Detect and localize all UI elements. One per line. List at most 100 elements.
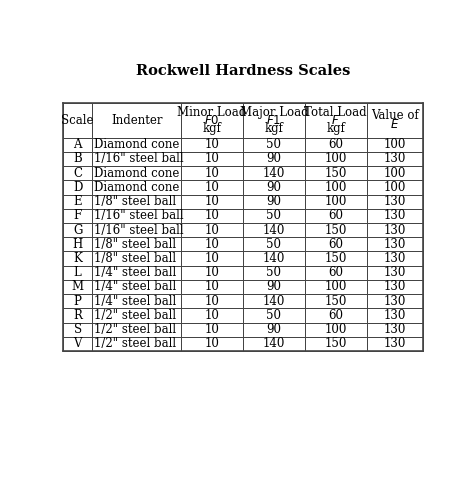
Text: H: H — [73, 238, 83, 251]
Text: 50: 50 — [266, 138, 282, 151]
Text: 60: 60 — [328, 266, 343, 279]
Text: 100: 100 — [324, 195, 347, 208]
Text: $\mathit{E}$: $\mathit{E}$ — [390, 119, 400, 131]
Text: 50: 50 — [266, 266, 282, 279]
Text: $\mathit{F1}$: $\mathit{F1}$ — [266, 114, 282, 127]
Text: 10: 10 — [205, 323, 219, 336]
Text: Minor Load: Minor Load — [177, 106, 246, 119]
Text: 150: 150 — [324, 167, 347, 180]
Text: 130: 130 — [383, 238, 406, 251]
Text: 10: 10 — [205, 167, 219, 180]
Text: 150: 150 — [324, 224, 347, 237]
Text: Diamond cone: Diamond cone — [94, 181, 179, 194]
Text: kgf: kgf — [202, 122, 221, 135]
Text: 130: 130 — [383, 280, 406, 294]
Text: 90: 90 — [266, 181, 282, 194]
Text: F: F — [73, 209, 82, 223]
Text: L: L — [74, 266, 82, 279]
Text: Total Load: Total Load — [304, 106, 367, 119]
Text: Indenter: Indenter — [111, 114, 163, 127]
Text: G: G — [73, 224, 82, 237]
Text: 50: 50 — [266, 309, 282, 322]
Text: A: A — [73, 138, 82, 151]
Text: Diamond cone: Diamond cone — [94, 138, 179, 151]
Text: 10: 10 — [205, 209, 219, 223]
Text: Major Load: Major Load — [239, 106, 308, 119]
Text: 1/2" steel ball: 1/2" steel ball — [94, 309, 176, 322]
Text: 10: 10 — [205, 252, 219, 265]
Text: 140: 140 — [263, 295, 285, 308]
Text: 130: 130 — [383, 266, 406, 279]
Text: 90: 90 — [266, 280, 282, 294]
Text: 90: 90 — [266, 195, 282, 208]
Text: 10: 10 — [205, 266, 219, 279]
Text: 50: 50 — [266, 209, 282, 223]
Text: 140: 140 — [263, 252, 285, 265]
Text: 1/4" steel ball: 1/4" steel ball — [94, 280, 176, 294]
Text: 10: 10 — [205, 238, 219, 251]
Text: 130: 130 — [383, 309, 406, 322]
Text: 150: 150 — [324, 295, 347, 308]
Text: $\mathit{F0}$: $\mathit{F0}$ — [204, 114, 220, 127]
Text: 140: 140 — [263, 224, 285, 237]
Text: 100: 100 — [383, 138, 406, 151]
Text: 140: 140 — [263, 167, 285, 180]
Text: 90: 90 — [266, 153, 282, 166]
Text: M: M — [72, 280, 84, 294]
Text: 10: 10 — [205, 309, 219, 322]
Text: R: R — [73, 309, 82, 322]
Text: 1/4" steel ball: 1/4" steel ball — [94, 266, 176, 279]
Text: 1/16" steel ball: 1/16" steel ball — [94, 209, 183, 223]
Text: 60: 60 — [328, 238, 343, 251]
Text: 90: 90 — [266, 323, 282, 336]
Text: C: C — [73, 167, 82, 180]
Text: Diamond cone: Diamond cone — [94, 167, 179, 180]
Text: 60: 60 — [328, 138, 343, 151]
Text: E: E — [73, 195, 82, 208]
Text: 1/4" steel ball: 1/4" steel ball — [94, 295, 176, 308]
Text: Scale: Scale — [62, 114, 94, 127]
Text: 100: 100 — [324, 280, 347, 294]
Text: Value of: Value of — [371, 109, 419, 122]
Text: 100: 100 — [383, 181, 406, 194]
Text: 130: 130 — [383, 323, 406, 336]
Text: V: V — [73, 337, 82, 350]
Text: 130: 130 — [383, 252, 406, 265]
Text: D: D — [73, 181, 82, 194]
Text: 1/16" steel ball: 1/16" steel ball — [94, 224, 183, 237]
Text: 130: 130 — [383, 209, 406, 223]
Text: P: P — [74, 295, 82, 308]
Text: B: B — [73, 153, 82, 166]
Text: 10: 10 — [205, 224, 219, 237]
Text: 130: 130 — [383, 295, 406, 308]
Text: 60: 60 — [328, 309, 343, 322]
Text: 130: 130 — [383, 337, 406, 350]
Text: 10: 10 — [205, 337, 219, 350]
Text: 50: 50 — [266, 238, 282, 251]
Text: 1/8" steel ball: 1/8" steel ball — [94, 195, 176, 208]
Text: 1/2" steel ball: 1/2" steel ball — [94, 337, 176, 350]
Text: $\mathit{F}$: $\mathit{F}$ — [331, 114, 340, 127]
Text: 150: 150 — [324, 252, 347, 265]
Text: 1/2" steel ball: 1/2" steel ball — [94, 323, 176, 336]
Text: 10: 10 — [205, 195, 219, 208]
Text: 10: 10 — [205, 153, 219, 166]
Text: 100: 100 — [324, 153, 347, 166]
Text: 1/8" steel ball: 1/8" steel ball — [94, 252, 176, 265]
Text: 10: 10 — [205, 295, 219, 308]
Text: kgf: kgf — [326, 122, 345, 135]
Text: 1/16" steel ball: 1/16" steel ball — [94, 153, 183, 166]
Text: 10: 10 — [205, 181, 219, 194]
Text: S: S — [73, 323, 82, 336]
Text: 130: 130 — [383, 153, 406, 166]
Text: 100: 100 — [383, 167, 406, 180]
Text: 130: 130 — [383, 224, 406, 237]
Text: 140: 140 — [263, 337, 285, 350]
Text: 100: 100 — [324, 323, 347, 336]
Text: 10: 10 — [205, 280, 219, 294]
Text: 150: 150 — [324, 337, 347, 350]
Text: 130: 130 — [383, 195, 406, 208]
Text: Rockwell Hardness Scales: Rockwell Hardness Scales — [136, 65, 350, 78]
Text: 1/8" steel ball: 1/8" steel ball — [94, 238, 176, 251]
Text: 60: 60 — [328, 209, 343, 223]
